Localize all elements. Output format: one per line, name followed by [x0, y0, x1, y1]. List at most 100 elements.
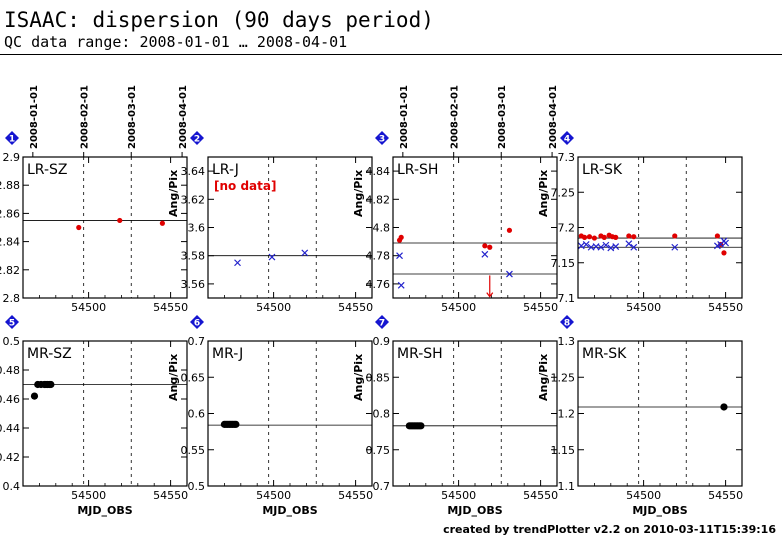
panel-number-badge: 5	[5, 315, 19, 329]
footer-credit: created by trendPlotter v2.2 on 2010-03-…	[443, 523, 776, 536]
y-tick-label: 2.9	[3, 151, 21, 164]
data-point-dot	[672, 233, 678, 239]
cross-stroke	[625, 240, 633, 248]
y-tick-label: 0.55	[181, 444, 206, 457]
data-point-dot	[720, 403, 728, 411]
cross-stroke	[397, 281, 405, 289]
x-tick-label: 54550	[708, 489, 743, 502]
x-axis-label: MJD_OBS	[632, 504, 687, 517]
cross-stroke	[602, 241, 610, 249]
panel-2: 3.56 3.58 3.6 3.62 3.64 54500 54550 LR-J[no dat…	[167, 131, 373, 314]
y-axis-label: Ang/Pix	[167, 354, 180, 401]
y-tick-label: 7.3	[558, 151, 576, 164]
cross-stroke	[607, 244, 615, 252]
cross-stroke	[582, 240, 590, 248]
y-tick-label: 4.84	[366, 165, 391, 178]
panel-number-badge: 6	[190, 315, 204, 329]
badge-diamond	[190, 315, 204, 329]
data-point-dot	[581, 234, 588, 240]
plot-frame	[577, 340, 743, 487]
panel-1: 2.8 2.82 2.84 2.86 2.88 2.9 54500 54550 2008-01-…	[0, 85, 189, 314]
y-tick-label: 1.2	[558, 408, 576, 421]
cross-stroke	[671, 243, 679, 251]
title-divider	[0, 54, 782, 55]
date-label: 2008-01-01	[399, 85, 410, 149]
panel-label: MR-SZ	[27, 346, 72, 362]
date-label: 2008-02-01	[450, 85, 461, 149]
panel-number-badge: 3	[375, 131, 389, 145]
data-point-cross	[234, 259, 241, 267]
data-point-cross	[612, 243, 620, 250]
panel-number-badge: 4	[560, 131, 574, 145]
x-tick-label: 54550	[153, 301, 188, 314]
x-tick-label: 54550	[153, 489, 188, 502]
x-tick-label: 54550	[523, 489, 558, 502]
data-point-cross	[607, 244, 615, 252]
badge-number: 5	[9, 319, 15, 329]
badge-number: 7	[379, 319, 385, 329]
x-tick-label: 54500	[441, 489, 476, 502]
y-axis-label: Ang/Pix	[537, 170, 550, 217]
cross-stroke	[722, 239, 730, 247]
y-tick-label: 1.15	[551, 444, 576, 457]
panel-4: 7.1 7.15 7.2 7.25 7.3 54500 54550 LR-SK Ang/Pix 4	[537, 131, 743, 314]
cross-stroke	[234, 259, 241, 267]
y-tick-label: 1.1	[558, 480, 576, 493]
cross-stroke	[396, 252, 403, 260]
y-tick-label: 4.76	[366, 278, 391, 291]
y-tick-label: 3.56	[181, 278, 206, 291]
panel-label: MR-J	[212, 346, 243, 362]
data-point-dot	[631, 234, 637, 240]
x-tick-label: 54500	[256, 489, 291, 502]
panel-8: 1.1 1.15 1.2 1.25 1.3 54500 54550 MR-SK Ang/Pix M…	[537, 315, 743, 517]
panel-6: 0.5 0.55 0.6 0.65 0.7 54500 54550 MR-J Ang/Pix MJ…	[167, 315, 373, 517]
badge-diamond	[190, 131, 204, 145]
x-tick-label: 54500	[71, 489, 106, 502]
y-tick-label: 0.8	[373, 408, 391, 421]
plot-frame	[22, 340, 188, 487]
plot-frame	[577, 156, 743, 299]
date-label: 2008-04-01	[548, 85, 559, 149]
data-point-cross	[625, 240, 633, 248]
data-point-cross	[630, 243, 638, 251]
cross-stroke	[481, 250, 489, 258]
panel-number-badge: 1	[5, 131, 19, 145]
x-axis-label: MJD_OBS	[262, 504, 317, 517]
data-point-cross	[582, 240, 590, 248]
cross-stroke	[301, 249, 309, 257]
data-point-cross	[506, 270, 513, 278]
y-tick-label: 0.48	[0, 364, 20, 377]
badge-diamond	[375, 131, 389, 145]
date-label: 2008-04-01	[178, 85, 189, 149]
data-point-dot	[76, 224, 82, 231]
data-point-cross	[396, 252, 403, 260]
cross-stroke	[577, 242, 585, 250]
badge-diamond	[375, 315, 389, 329]
data-point-dot	[30, 392, 39, 400]
y-tick-label: 0.75	[366, 444, 391, 457]
no-data-label: [no data]	[214, 179, 276, 193]
panel-number-badge: 8	[560, 315, 574, 329]
data-point-cross	[577, 242, 585, 250]
badge-diamond	[5, 315, 19, 329]
data-point-cross	[268, 253, 276, 261]
panel-number-badge: 2	[190, 131, 204, 145]
plot-frame	[22, 156, 188, 299]
page-subtitle: QC data range: 2008-01-01 … 2008-04-01	[4, 33, 348, 51]
y-tick-label: 2.82	[0, 264, 20, 277]
cross-stroke	[268, 253, 276, 261]
x-tick-label: 54550	[338, 301, 373, 314]
panel-label: MR-SK	[582, 346, 627, 362]
badge-number: 6	[194, 319, 200, 329]
y-tick-label: 7.2	[558, 222, 576, 235]
y-tick-label: 3.62	[181, 193, 206, 206]
data-point-dot	[506, 227, 513, 233]
y-axis-label: Ang/Pix	[352, 170, 365, 217]
data-point-dot	[47, 380, 55, 389]
y-tick-label: 0.7	[373, 480, 391, 493]
y-tick-label: 0.7	[188, 335, 206, 348]
y-axis-label: Ang/Pix	[537, 354, 550, 401]
y-tick-label: 7.15	[551, 257, 576, 270]
date-label: 2008-03-01	[497, 85, 508, 149]
